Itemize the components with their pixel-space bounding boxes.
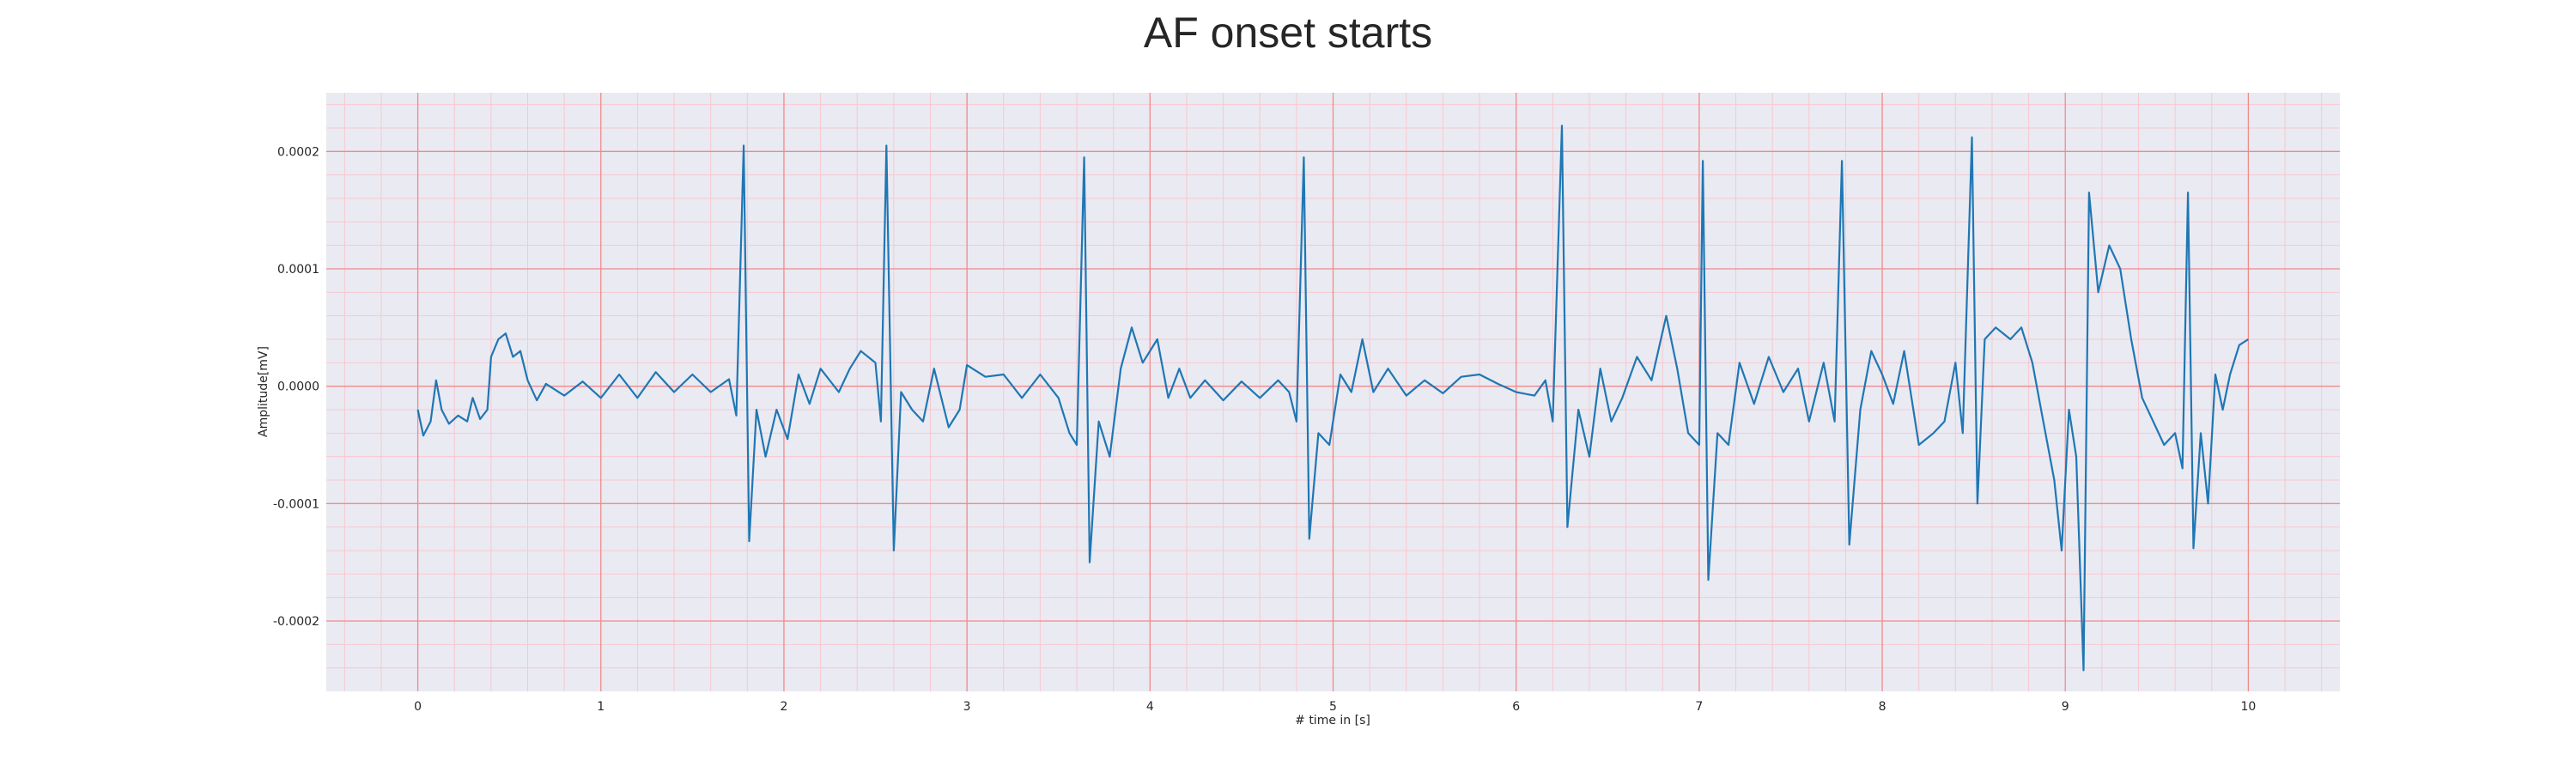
chart-title: AF onset starts [1143,9,1433,57]
major-grid [326,93,2340,691]
ecg-signal-line [416,125,2249,672]
x-tick-label: 8 [1879,700,1886,714]
y-tick-label: 0.0001 [277,263,319,277]
x-tick-label: 0 [414,700,422,714]
x-tick-label: 10 [2240,700,2256,714]
y-tick-label: 0.0000 [277,380,319,394]
x-tick-label: 9 [2062,700,2069,714]
x-tick-label: 3 [963,700,971,714]
x-tick-label: 4 [1146,700,1154,714]
y-tick-label: 0.0002 [277,145,319,159]
x-tick-label: 1 [597,700,605,714]
y-axis-label: Amplitude[mV] [257,346,270,437]
x-tick-label: 6 [1512,700,1520,714]
y-tick-label: -0.0002 [273,615,319,629]
y-tick-labels: 0.0002 0.0001 0.0000 -0.0001 -0.0002 [273,145,319,629]
x-axis-label: # time in [s] [1295,714,1370,727]
x-tick-labels: 0 1 2 3 4 5 6 7 8 9 10 [414,700,2256,714]
x-tick-label: 7 [1695,700,1703,714]
x-tick-label: 5 [1329,700,1337,714]
x-tick-label: 2 [780,700,787,714]
y-tick-label: -0.0001 [273,497,319,511]
